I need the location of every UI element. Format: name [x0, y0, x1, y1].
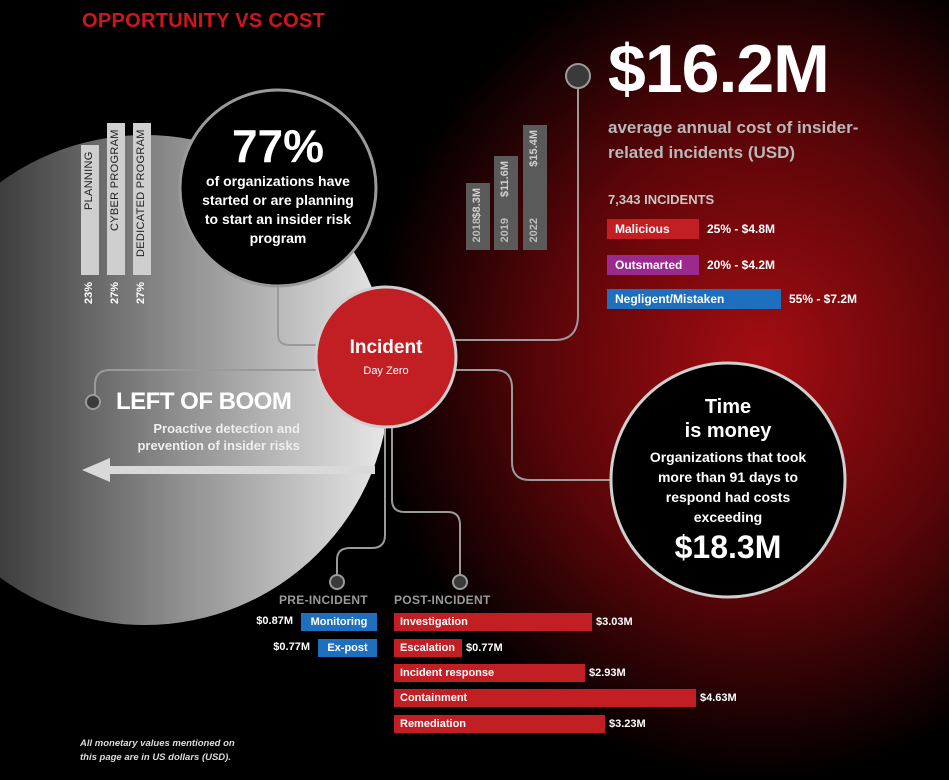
program-bar — [133, 123, 151, 275]
year-bar — [523, 125, 547, 250]
connector-line — [391, 400, 461, 578]
connector-dot — [452, 574, 468, 590]
time-amount: $18.3M — [674, 529, 782, 565]
time-title-1: Time — [704, 396, 752, 418]
program-bar-label: PLANNING — [83, 151, 95, 210]
post-incident-bar: Containment — [394, 689, 696, 707]
incident-circle: Incident Day Zero — [316, 337, 456, 377]
connector-dot — [329, 574, 345, 590]
stat-number: 77% — [231, 120, 325, 172]
post-incident-value: $3.03M — [596, 616, 633, 628]
headline-caption: average annual cost of insider-related i… — [608, 118, 859, 162]
program-bar-label: CYBER PROGRAM — [109, 129, 121, 231]
incident-subtitle: Day Zero — [363, 365, 409, 377]
footnote: All monetary values mentioned on this pa… — [80, 738, 235, 763]
incident-type-value: 20% - $4.2M — [707, 258, 776, 272]
program-bar-pct: 27% — [135, 282, 147, 305]
program-bar — [81, 145, 99, 275]
time-circle-shape — [609, 361, 847, 599]
connector-dot — [85, 394, 101, 410]
year-bar-value: $8.3M — [471, 188, 483, 219]
post-incident-value: $3.23M — [609, 718, 646, 730]
time-title-2: is money — [684, 420, 772, 442]
left-of-boom-title: LEFT OF BOOM — [116, 388, 292, 415]
year-bar — [466, 183, 490, 250]
incident-title: Incident — [349, 337, 423, 358]
program-bar-label: DEDICATED PROGRAM — [135, 129, 147, 257]
year-bar-value: $15.4M — [528, 130, 540, 167]
connector-line — [94, 369, 320, 400]
page-title: OPPORTUNITY VS COST — [82, 10, 326, 32]
year-bar — [494, 156, 518, 250]
left-of-boom-text: Proactive detection and prevention of in… — [137, 421, 300, 453]
stat-circle: 77% of organizations have started or are… — [180, 120, 376, 248]
year-bar-year: 2019 — [499, 218, 511, 243]
year-bar-year: 2018 — [471, 218, 483, 243]
pre-incident-value: $0.77M — [273, 641, 310, 653]
time-circle: Time is money Organizations that took mo… — [630, 395, 826, 566]
post-incident-bar: Remediation — [394, 715, 605, 733]
stat-text: of organizations have started or are pla… — [202, 173, 354, 246]
left-arrow-icon — [82, 458, 375, 482]
post-incident-heading: POST-INCIDENT — [394, 593, 491, 607]
program-bar-pct: 27% — [109, 282, 121, 305]
pre-incident-heading: PRE-INCIDENT — [279, 593, 368, 607]
stat-circle-shape — [178, 88, 378, 288]
connector-line — [277, 285, 320, 346]
pre-incident-item: Monitoring — [301, 613, 377, 631]
time-text: Organizations that took more than 91 day… — [649, 449, 807, 525]
connector-line — [336, 405, 386, 578]
connector-line — [455, 369, 612, 481]
headline-amount: $16.2M — [608, 31, 830, 107]
incident-type-bar: Malicious — [607, 219, 699, 239]
incident-type-bar: Negligent/Mistaken — [607, 289, 781, 309]
post-incident-bar: Incident response — [394, 664, 585, 682]
pre-incident-item: Ex-post — [318, 639, 377, 657]
post-incident-bar: Escalation — [394, 639, 462, 657]
program-bar-pct: 23% — [83, 282, 95, 305]
year-bar-year: 2022 — [528, 218, 540, 243]
program-bar — [107, 123, 125, 275]
post-incident-value: $0.77M — [466, 642, 503, 654]
incident-circle-shape — [314, 285, 458, 429]
incident-type-value: 25% - $4.8M — [707, 222, 776, 236]
incident-type-value: 55% - $7.2M — [789, 292, 858, 306]
incident-type-bar: Outsmarted — [607, 255, 699, 275]
connector-line — [452, 88, 579, 341]
post-incident-value: $4.63M — [700, 692, 737, 704]
year-bar-value: $11.6M — [499, 161, 511, 198]
post-incident-value: $2.93M — [589, 667, 626, 679]
post-incident-bar: Investigation — [394, 613, 592, 631]
pre-incident-value: $0.87M — [256, 615, 293, 627]
incidents-heading: 7,343 INCIDENTS — [608, 192, 715, 207]
connector-dot — [565, 63, 591, 89]
